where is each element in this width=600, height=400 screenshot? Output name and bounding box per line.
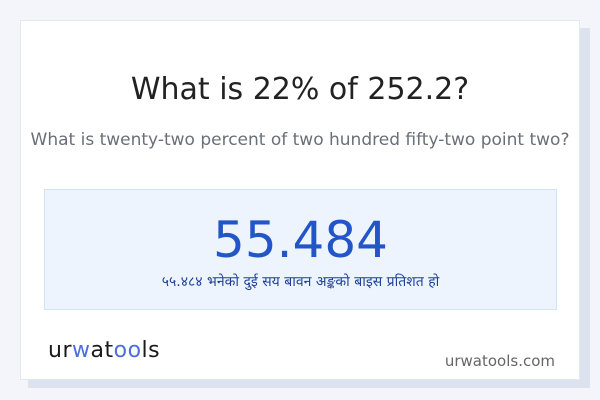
page-title: What is 22% of 252.2? bbox=[130, 72, 470, 107]
question-in-words: What is twenty-two percent of two hundre… bbox=[30, 130, 570, 150]
site-url: urwatools.com bbox=[444, 352, 555, 370]
urwatools-logo: urwatools bbox=[48, 338, 161, 363]
result-box: 55.484 ५५.४८४ भनेको दुई सय बावन अङ्कको ब… bbox=[44, 189, 557, 310]
result-value: 55.484 bbox=[213, 211, 388, 269]
result-nepali-text: ५५.४८४ भनेको दुई सय बावन अङ्कको बाइस प्र… bbox=[161, 274, 440, 290]
